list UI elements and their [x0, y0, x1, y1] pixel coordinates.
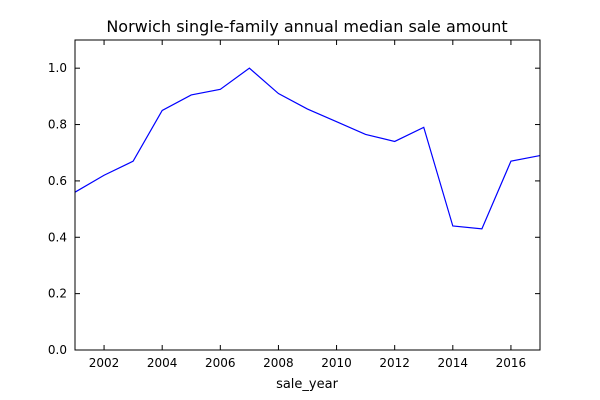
y-axis: 0.0 0.2 0.4 0.6 0.8 1.0 — [48, 61, 540, 357]
y-tick-label: 1.0 — [48, 61, 67, 75]
x-tick-label: 2012 — [379, 356, 410, 370]
chart-title: Norwich single-family annual median sale… — [106, 17, 507, 36]
y-tick-label: 0.2 — [48, 287, 67, 301]
x-tick-label: 2002 — [89, 356, 120, 370]
y-tick-label: 0.4 — [48, 230, 67, 244]
x-tick-label: 2008 — [263, 356, 294, 370]
plot-frame — [74, 39, 541, 351]
y-tick-label: 0.0 — [48, 343, 67, 357]
y-tick-label: 0.6 — [48, 174, 67, 188]
x-tick-label: 2014 — [438, 356, 469, 370]
series-line — [74, 67, 541, 230]
x-axis: 2002 2004 2006 2008 2010 2012 2014 2016 — [89, 40, 526, 370]
x-tick-label: 2006 — [205, 356, 236, 370]
x-tick-label: 2010 — [321, 356, 352, 370]
x-axis-label: sale_year — [276, 377, 339, 392]
x-tick-label: 2016 — [496, 356, 527, 370]
x-tick-label: 2004 — [147, 356, 178, 370]
plot-lines — [74, 67, 541, 230]
y-tick-label: 0.8 — [48, 118, 67, 132]
